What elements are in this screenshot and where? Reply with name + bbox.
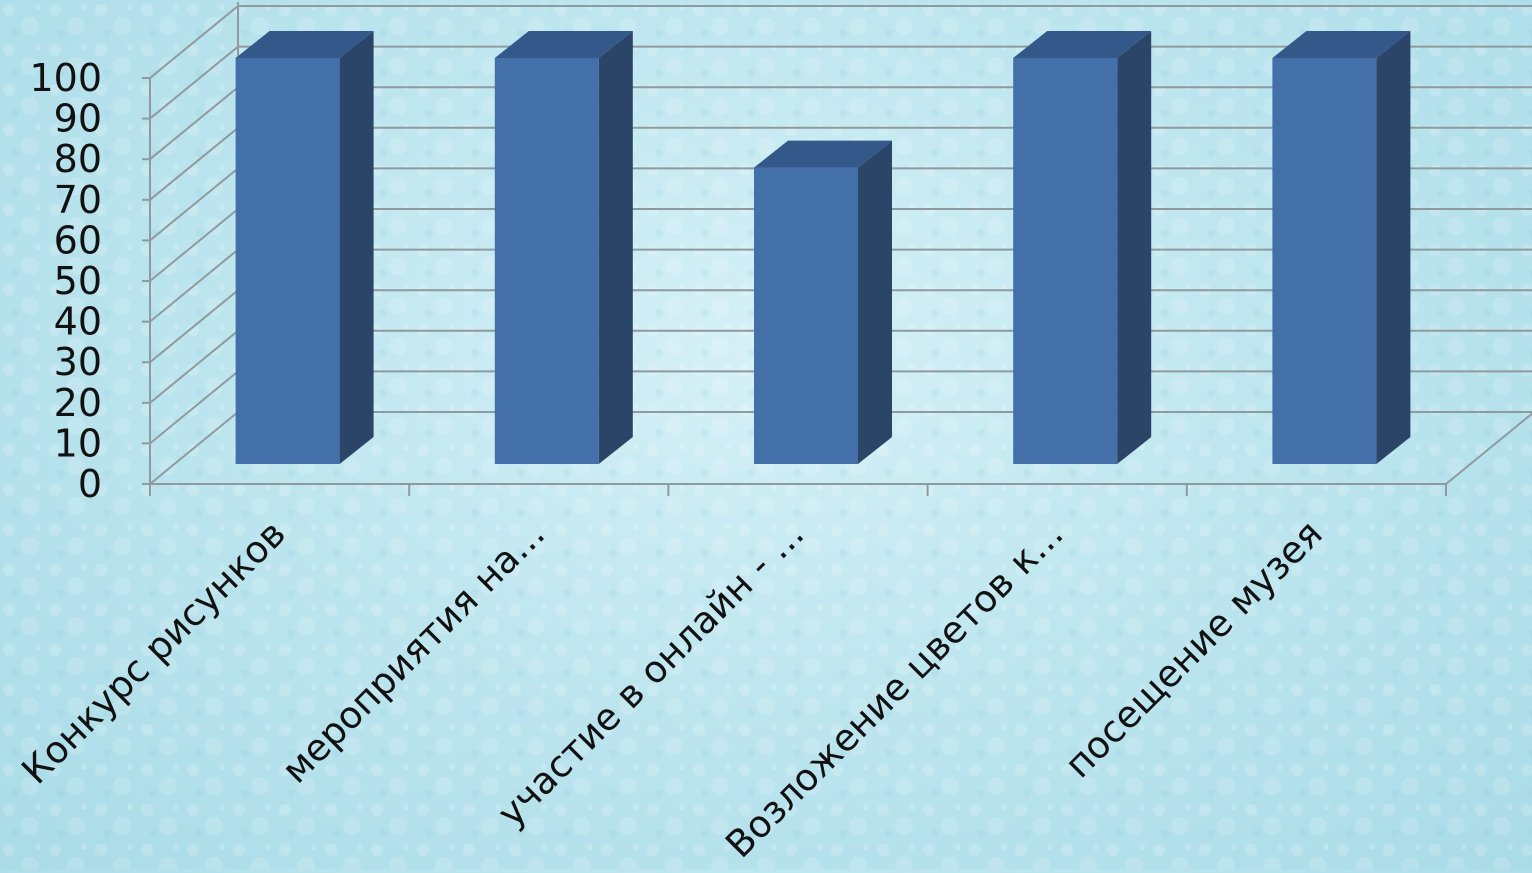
y-tick-label: 30: [54, 340, 102, 384]
bar-front: [235, 58, 340, 464]
bars-layer: [235, 31, 1411, 464]
bar: [754, 140, 892, 464]
bar-side: [1376, 31, 1411, 464]
y-tick-label: 50: [54, 259, 102, 303]
bar-front: [494, 58, 599, 464]
bar-front: [754, 167, 858, 464]
y-tick-label: 80: [54, 137, 102, 181]
bar-top: [494, 31, 633, 58]
y-tick-label: 100: [29, 56, 102, 100]
y-tick-label: 60: [54, 218, 102, 262]
bar: [1272, 31, 1411, 464]
y-tick-label: 70: [54, 178, 102, 222]
bar: [494, 31, 633, 464]
bar: [1013, 31, 1152, 464]
bar-top: [235, 31, 374, 58]
bar-side: [1117, 31, 1152, 464]
bar-side: [339, 31, 374, 464]
y-tick-label: 10: [54, 421, 102, 465]
y-tick-label: 90: [54, 97, 102, 141]
bar-front: [1272, 58, 1377, 464]
bar-top: [1013, 31, 1152, 58]
bar-top: [1272, 31, 1411, 58]
bar-front: [1013, 58, 1118, 464]
y-tick-label: 0: [78, 462, 102, 506]
bar-side: [598, 31, 633, 464]
y-tick-label: 40: [54, 300, 102, 344]
bar-top: [754, 140, 892, 168]
bar-side: [858, 140, 892, 464]
y-tick-label: 20: [54, 381, 102, 425]
floor-edge: [1445, 412, 1532, 485]
bar: [235, 31, 374, 464]
